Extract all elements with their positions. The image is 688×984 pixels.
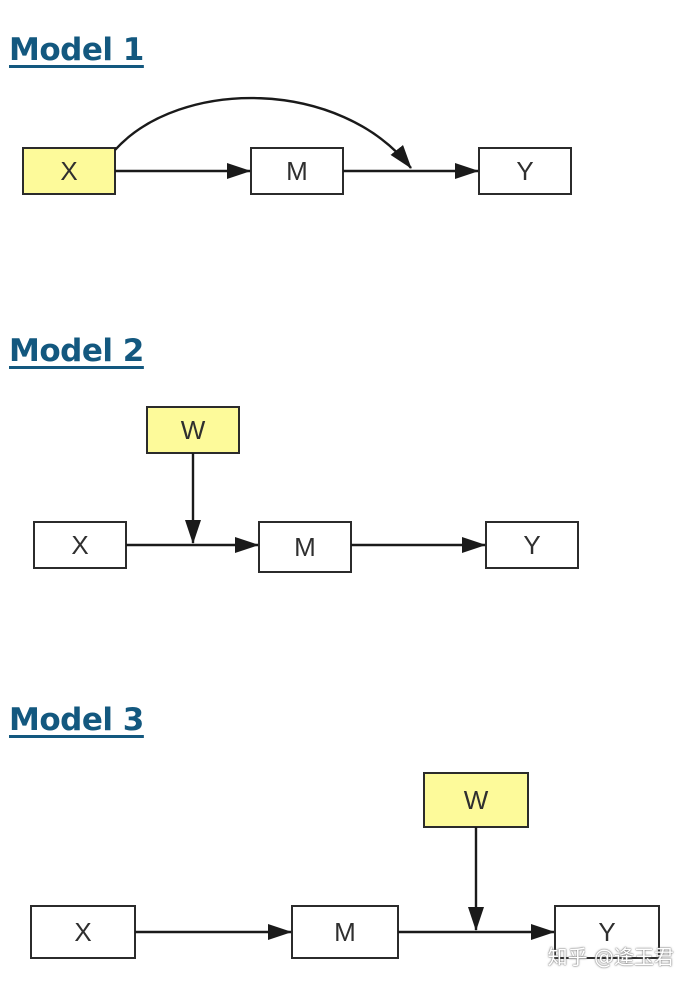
model-1-node-x-label: X: [60, 156, 77, 186]
model-2-node-w: W: [146, 406, 240, 454]
model-3-node-y: Y: [554, 905, 660, 959]
model-2-node-x: X: [33, 521, 127, 569]
model-1-node-y: Y: [478, 147, 572, 195]
model-2-diagram: W X M Y: [33, 406, 579, 573]
model-2-node-x-label: X: [71, 530, 88, 560]
model-2-node-m: M: [258, 521, 352, 573]
model-3-heading-link[interactable]: Model 3: [9, 702, 144, 738]
model-1-node-y-label: Y: [516, 156, 533, 186]
model-2-heading-link[interactable]: Model 2: [9, 333, 144, 369]
model-3-node-w: W: [423, 772, 529, 828]
model-3-node-w-label: W: [464, 785, 489, 815]
model-2-node-y: Y: [485, 521, 579, 569]
model-1-heading-link[interactable]: Model 1: [9, 32, 144, 68]
model-1-diagram: X M Y: [22, 96, 572, 195]
model-1-node-x: X: [22, 147, 116, 195]
model-2-node-w-label: W: [181, 415, 206, 445]
model-3-node-m-label: M: [334, 917, 356, 947]
model-3-node-m: M: [291, 905, 399, 959]
model-1-node-m: M: [250, 147, 344, 195]
watermark: 知乎 @逄玉君: [547, 945, 674, 969]
model-1-node-m-label: M: [286, 156, 308, 186]
model-2-node-m-label: M: [294, 532, 316, 562]
model-3-node-x-label: X: [74, 917, 91, 947]
model-2-node-y-label: Y: [523, 530, 540, 560]
model-3-diagram: W X M Y: [30, 772, 660, 959]
model-1-edge-x-to-m-y-path: [114, 96, 412, 169]
model-3-node-y-label: Y: [598, 917, 615, 947]
model-3-node-x: X: [30, 905, 136, 959]
